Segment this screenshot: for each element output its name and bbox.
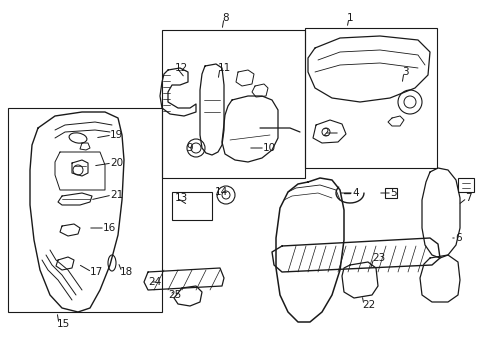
Text: 3: 3 [401, 67, 408, 77]
Text: 1: 1 [346, 13, 353, 23]
Text: 9: 9 [185, 143, 192, 153]
Text: 5: 5 [389, 188, 396, 198]
Text: 21: 21 [110, 190, 123, 200]
Text: 23: 23 [371, 253, 385, 263]
Text: 2: 2 [321, 128, 328, 138]
Text: 25: 25 [168, 290, 181, 300]
Text: 10: 10 [263, 143, 276, 153]
Text: 8: 8 [222, 13, 228, 23]
Text: 16: 16 [103, 223, 116, 233]
Text: 24: 24 [148, 277, 161, 287]
Text: 11: 11 [218, 63, 231, 73]
Text: 4: 4 [351, 188, 358, 198]
Text: 19: 19 [110, 130, 123, 140]
Text: 12: 12 [175, 63, 188, 73]
Bar [305, 28, 436, 168]
Text: 6: 6 [454, 233, 461, 243]
Bar [457, 178, 473, 192]
Text: 7: 7 [464, 193, 470, 203]
Text: 20: 20 [110, 158, 123, 168]
Text: 22: 22 [361, 300, 374, 310]
Text: 18: 18 [120, 267, 133, 277]
Text: 15: 15 [57, 319, 70, 329]
Bar [162, 30, 305, 178]
Bar [172, 192, 212, 220]
Text: 17: 17 [90, 267, 103, 277]
Text: 14: 14 [215, 187, 228, 197]
Text: 13: 13 [175, 193, 188, 203]
Bar [8, 108, 162, 312]
Bar [384, 188, 396, 198]
